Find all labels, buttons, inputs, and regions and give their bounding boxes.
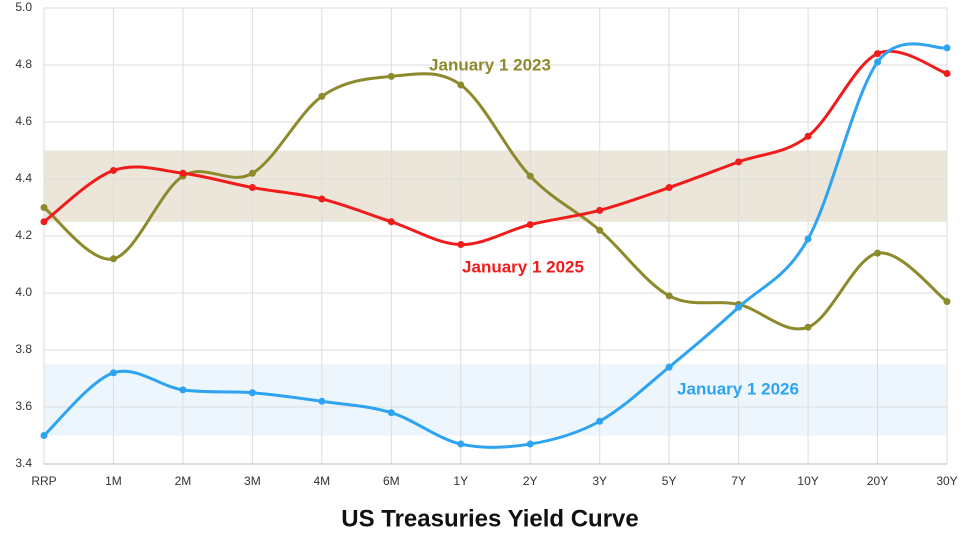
x-tick-label: RRP bbox=[31, 474, 56, 488]
data-point bbox=[318, 397, 326, 405]
data-point bbox=[874, 249, 882, 257]
y-tick-label: 4.4 bbox=[15, 171, 32, 185]
x-tick-label: 2M bbox=[175, 474, 192, 488]
x-tick-label: 2Y bbox=[523, 474, 538, 488]
data-point bbox=[526, 440, 534, 448]
data-point bbox=[735, 303, 743, 311]
series-label: January 1 2023 bbox=[429, 55, 551, 74]
data-point bbox=[40, 218, 48, 226]
y-tick-label: 4.6 bbox=[15, 114, 32, 128]
chart-title: US Treasuries Yield Curve bbox=[341, 505, 638, 532]
data-point bbox=[248, 169, 256, 177]
data-point bbox=[248, 389, 256, 397]
x-tick-label: 4M bbox=[314, 474, 331, 488]
data-point bbox=[943, 298, 951, 306]
data-point bbox=[40, 204, 48, 211]
y-tick-label: 3.6 bbox=[15, 399, 32, 413]
data-point bbox=[109, 166, 117, 174]
x-tick-label: 3M bbox=[244, 474, 261, 488]
x-tick-label: 1Y bbox=[453, 474, 468, 488]
data-point bbox=[109, 369, 117, 377]
data-point bbox=[457, 440, 465, 448]
data-point bbox=[179, 386, 187, 394]
band bbox=[44, 364, 947, 436]
data-point bbox=[665, 184, 673, 192]
band bbox=[44, 150, 947, 222]
data-point bbox=[457, 81, 465, 89]
data-point bbox=[943, 70, 951, 78]
x-tick-label: 10Y bbox=[797, 474, 818, 488]
data-point bbox=[874, 58, 882, 66]
data-point bbox=[387, 409, 395, 417]
data-point bbox=[526, 172, 534, 180]
data-point bbox=[387, 218, 395, 226]
x-tick-label: 7Y bbox=[731, 474, 746, 488]
data-point bbox=[665, 363, 673, 371]
data-point bbox=[179, 169, 187, 177]
data-point bbox=[109, 255, 117, 263]
data-point bbox=[665, 292, 673, 300]
data-point bbox=[804, 235, 812, 243]
x-tick-label: 20Y bbox=[867, 474, 888, 488]
y-tick-label: 5.0 bbox=[15, 0, 32, 14]
x-tick-label: 6M bbox=[383, 474, 400, 488]
data-point bbox=[596, 417, 604, 425]
data-point bbox=[248, 184, 256, 192]
data-point bbox=[387, 72, 395, 80]
series-label: January 1 2026 bbox=[677, 379, 799, 398]
y-tick-label: 4.8 bbox=[15, 57, 32, 71]
x-tick-label: 3Y bbox=[592, 474, 607, 488]
y-tick-label: 4.2 bbox=[15, 228, 32, 242]
data-point bbox=[318, 195, 326, 203]
data-point bbox=[804, 132, 812, 140]
series-label: January 1 2025 bbox=[462, 257, 584, 276]
data-point bbox=[874, 50, 882, 58]
y-tick-label: 3.4 bbox=[15, 456, 32, 470]
x-tick-label: 5Y bbox=[662, 474, 677, 488]
data-point bbox=[943, 44, 951, 52]
y-tick-label: 3.8 bbox=[15, 342, 32, 356]
data-point bbox=[457, 241, 465, 249]
data-point bbox=[596, 226, 604, 234]
y-tick-label: 4.0 bbox=[15, 285, 32, 299]
data-point bbox=[596, 206, 604, 214]
data-point bbox=[318, 92, 326, 100]
data-point bbox=[40, 432, 48, 439]
data-point bbox=[804, 323, 812, 331]
data-point bbox=[735, 158, 743, 166]
data-point bbox=[526, 221, 534, 229]
x-tick-label: 30Y bbox=[936, 474, 957, 488]
x-tick-label: 1M bbox=[105, 474, 122, 488]
